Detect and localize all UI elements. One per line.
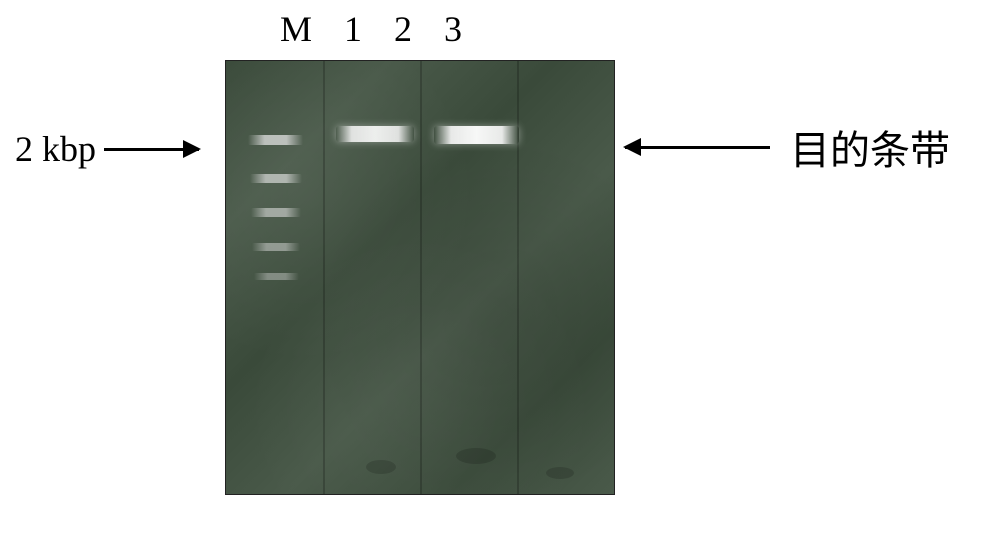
target-band-annotation: 目的条带: [625, 118, 950, 176]
ladder-band: [252, 243, 300, 251]
lane-label-2: 2: [394, 8, 412, 50]
target-band-lane1: [336, 126, 414, 142]
arrow-right-icon: [104, 148, 199, 151]
gel-image: [225, 60, 615, 495]
ladder-band: [250, 174, 302, 183]
lane-label-m: M: [280, 8, 312, 50]
arrow-left-icon: [625, 146, 770, 149]
target-band-label: 目的条带: [790, 118, 950, 176]
size-marker-text: 2 kbp: [15, 128, 96, 170]
ladder-band: [251, 208, 301, 217]
ladder-band: [248, 135, 303, 145]
lane-label-1: 1: [344, 8, 362, 50]
figure-container: M 1 2 3 2 kbp 目的条带: [0, 0, 1000, 559]
gel-artifact: [456, 448, 496, 464]
ladder-band: [254, 273, 299, 280]
lane-labels-row: M 1 2 3: [280, 8, 462, 50]
target-band-lane2: [434, 126, 519, 144]
size-marker-label: 2 kbp: [15, 128, 199, 170]
gel-artifact: [546, 467, 574, 479]
lane-label-3: 3: [444, 8, 462, 50]
lane-divider: [323, 61, 325, 494]
lane-divider: [420, 61, 422, 494]
gel-artifact: [366, 460, 396, 474]
